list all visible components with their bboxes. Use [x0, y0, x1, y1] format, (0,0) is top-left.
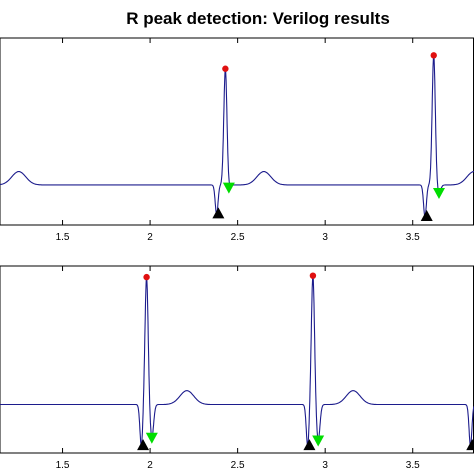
- onset-marker: [137, 439, 150, 451]
- r-peak-marker: [309, 272, 317, 279]
- axis-frame: [0, 37, 474, 226]
- q-point-marker: [222, 182, 235, 194]
- onset-marker: [420, 209, 433, 221]
- q-point-marker: [432, 187, 445, 199]
- onset-marker: [212, 207, 225, 219]
- x-tick-label: 2.5: [231, 460, 245, 471]
- q-point-marker: [312, 435, 325, 447]
- x-tick-label: 2: [147, 460, 153, 471]
- top-panel: 1.5 2 2.5 3 3.5: [0, 37, 474, 243]
- onset-marker: [303, 439, 316, 451]
- q-point-marker: [145, 432, 158, 444]
- r-peak-marker: [143, 273, 150, 281]
- x-tick-label: 2.5: [231, 232, 245, 243]
- x-tick-label: 3: [322, 460, 328, 471]
- chart-title: R peak detection: Verilog results: [126, 9, 390, 28]
- x-tick-label: 3.5: [406, 232, 420, 243]
- x-tick-label: 2: [147, 232, 153, 243]
- x-tick-label: 3.5: [406, 460, 420, 471]
- x-tick-label: 1.5: [56, 232, 70, 243]
- x-tick-label: 3: [322, 232, 328, 243]
- bottom-panel: 1.5 2 2.5 3 3.5: [0, 265, 474, 471]
- onset-marker: [466, 439, 474, 451]
- axis-frame: [0, 265, 474, 454]
- r-peak-marker: [430, 52, 437, 59]
- ecg-trace: [0, 276, 474, 449]
- ecg-trace: [0, 55, 474, 219]
- x-tick-label: 1.5: [56, 460, 70, 471]
- r-peak-marker: [222, 65, 229, 72]
